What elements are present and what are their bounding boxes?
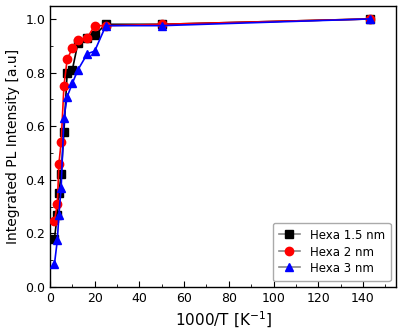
Hexa 2 nm xyxy=(70,46,75,50)
Hexa 1.5 nm xyxy=(366,17,371,21)
Hexa 1.5 nm xyxy=(70,68,75,72)
Hexa 2 nm xyxy=(55,202,60,206)
Hexa 2 nm xyxy=(92,24,97,28)
Hexa 3 nm xyxy=(75,68,80,72)
Hexa 3 nm xyxy=(55,238,60,242)
Hexa 3 nm xyxy=(92,49,97,53)
X-axis label: 1000/T [K$^{-1}$]: 1000/T [K$^{-1}$] xyxy=(174,310,271,330)
Hexa 3 nm xyxy=(57,213,61,217)
Line: Hexa 1.5 nm: Hexa 1.5 nm xyxy=(50,15,373,243)
Hexa 2 nm xyxy=(52,219,57,223)
Y-axis label: Integrated PL Intensity [a.u]: Integrated PL Intensity [a.u] xyxy=(6,49,20,244)
Hexa 3 nm xyxy=(70,81,75,85)
Hexa 1.5 nm xyxy=(55,213,60,217)
Hexa 3 nm xyxy=(52,262,57,266)
Hexa 3 nm xyxy=(59,186,63,190)
Hexa 1.5 nm xyxy=(57,191,61,195)
Hexa 1.5 nm xyxy=(92,33,97,37)
Line: Hexa 3 nm: Hexa 3 nm xyxy=(50,15,373,268)
Hexa 1.5 nm xyxy=(59,172,63,176)
Hexa 3 nm xyxy=(65,95,69,99)
Line: Hexa 2 nm: Hexa 2 nm xyxy=(50,15,373,225)
Hexa 3 nm xyxy=(85,52,89,56)
Hexa 3 nm xyxy=(103,24,108,28)
Hexa 1.5 nm xyxy=(52,237,57,241)
Hexa 1.5 nm xyxy=(61,129,66,133)
Hexa 2 nm xyxy=(59,140,63,144)
Hexa 2 nm xyxy=(103,24,108,28)
Hexa 1.5 nm xyxy=(159,22,164,26)
Hexa 2 nm xyxy=(366,17,371,21)
Hexa 2 nm xyxy=(61,84,66,88)
Hexa 2 nm xyxy=(65,57,69,61)
Hexa 1.5 nm xyxy=(85,36,89,40)
Hexa 3 nm xyxy=(159,24,164,28)
Hexa 2 nm xyxy=(75,38,80,42)
Hexa 1.5 nm xyxy=(103,22,108,26)
Hexa 3 nm xyxy=(366,17,371,21)
Hexa 1.5 nm xyxy=(65,71,69,75)
Hexa 3 nm xyxy=(61,116,66,120)
Hexa 1.5 nm xyxy=(75,41,80,45)
Hexa 2 nm xyxy=(85,36,89,40)
Legend: Hexa 1.5 nm, Hexa 2 nm, Hexa 3 nm: Hexa 1.5 nm, Hexa 2 nm, Hexa 3 nm xyxy=(272,223,389,281)
Hexa 2 nm xyxy=(159,22,164,26)
Hexa 2 nm xyxy=(57,162,61,166)
